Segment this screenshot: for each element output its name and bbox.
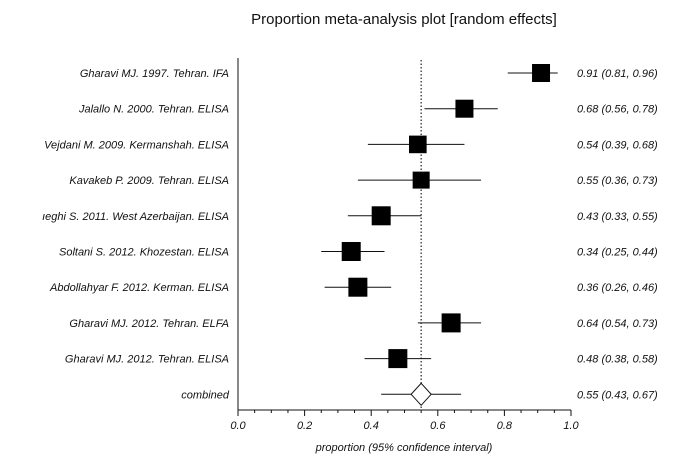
study-label: Soltani S. 2012. Khozestan. ELISA [59,247,229,259]
x-tick-label: 0.0 [230,420,246,432]
study-row: Jalallo N. 2000. Tehran. ELISA 0.68 (0.56… [78,99,658,118]
effect-marker [409,135,427,154]
study-label: Kavakeb P. 2009. Tehran. ELISA [69,175,229,187]
x-tick-label: 0.2 [297,420,312,432]
ci-text: 0.91 (0.81, 0.96) [577,68,658,80]
study-label: Vejdani M. 2009. Kermanshah. ELISA [44,139,229,151]
study-row: Gharavi MJ. 2012. Tehran. ELFA 0.64 (0.54… [69,313,658,333]
effect-marker [388,349,408,369]
effect-marker [348,277,368,297]
study-row: Kavakeb P. 2009. Tehran. ELISA 0.55 (0.36… [69,171,658,189]
study-row: Soltani S. 2012. Khozestan. ELISA 0.34 (0… [59,242,658,261]
study-label: Gharavi MJ. 2012. Tehran. ELFA [69,318,229,330]
effect-marker [412,171,430,189]
effect-marker [455,99,474,118]
study-row: Gharavi MJ. 1997. Tehran. IFA 0.91 (0.81,… [80,64,658,82]
study-row: Gharavi MJ. 2012. Tehran. ELISA 0.48 (0.3… [65,349,658,369]
ci-text: 0.68 (0.56, 0.78) [577,104,658,116]
combined-label: combined [181,389,230,401]
x-axis-title: proportion (95% confidence interval) [315,442,493,454]
study-label: Jalallo N. 2000. Tehran. ELISA [78,104,229,116]
study-row: ıeghi S. 2011. West Azerbaijan. ELISA 0.4… [42,206,658,226]
study-rows: Gharavi MJ. 1997. Tehran. IFA 0.91 (0.81,… [42,64,658,407]
study-label: Gharavi MJ. 1997. Tehran. IFA [80,68,229,80]
study-label: ıeghi S. 2011. West Azerbaijan. ELISA [42,211,229,223]
ci-text: 0.64 (0.54, 0.73) [577,318,658,330]
ci-text: 0.54 (0.39, 0.68) [577,139,658,151]
ci-text: 0.48 (0.38, 0.58) [577,354,658,366]
effect-marker [341,242,361,261]
study-label: Abdollahyar F. 2012. Kerman. ELISA [49,282,229,294]
ci-text: 0.34 (0.25, 0.44) [577,247,658,259]
ci-text: 0.36 (0.26, 0.46) [577,282,658,294]
effect-marker [371,206,391,226]
ci-text: 0.43 (0.33, 0.55) [577,211,658,223]
combined-row: combined 0.55 (0.43, 0.67) [181,382,658,407]
combined-ci-text: 0.55 (0.43, 0.67) [577,389,658,401]
x-tick-label: 0.4 [364,420,379,432]
combined-diamond [410,382,432,407]
x-tick-label: 0.6 [430,420,446,432]
ci-text: 0.55 (0.36, 0.73) [577,175,658,187]
x-tick-label: 1.0 [563,420,579,432]
x-axis: 0.0 0.2 0.4 0.6 0.8 1.0 [230,58,580,432]
study-label: Gharavi MJ. 2012. Tehran. ELISA [65,354,229,366]
effect-marker [441,313,461,333]
x-tick-label: 0.8 [497,420,513,432]
study-row: Vejdani M. 2009. Kermanshah. ELISA 0.54 (… [44,135,658,154]
effect-marker [532,64,551,82]
chart-title: Proportion meta-analysis plot [random ef… [251,11,557,28]
study-row: Abdollahyar F. 2012. Kerman. ELISA 0.36 (… [49,277,658,297]
